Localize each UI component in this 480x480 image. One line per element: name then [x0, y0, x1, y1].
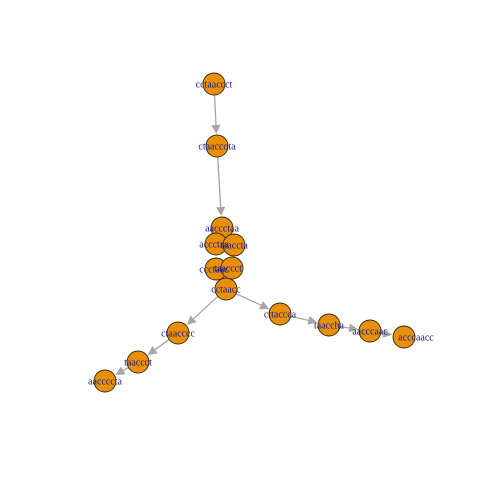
edge-line [235, 293, 262, 306]
node-layer: cctaaccct ctaaccota aaccctaa accctaataaccta… [88, 72, 434, 393]
edge-arrowhead [307, 316, 318, 325]
node-label: aaccctaa [205, 224, 239, 235]
edge-n9-n10 [147, 338, 170, 355]
edge-arrowhead [186, 315, 197, 325]
edge-line [290, 315, 309, 322]
node-n12[interactable] [268, 302, 292, 326]
edge-line [193, 295, 219, 320]
edge-arrowhead [147, 346, 158, 355]
edge-line [154, 338, 170, 351]
node-label: ctaaccota [198, 142, 236, 153]
edge-n8-n9 [186, 295, 219, 325]
node-n1[interactable] [202, 72, 226, 96]
edge-n2-n3 [216, 156, 226, 217]
label-layer: cctaaccct ctaaccota aaccctaa accctaataaccta… [88, 80, 434, 388]
node-label: ctaacccc [161, 329, 195, 340]
node-label: aaccccta [88, 377, 122, 388]
edge-arrowhead [211, 124, 221, 135]
edge-arrowhead [382, 328, 393, 338]
node-n15[interactable] [392, 325, 416, 349]
node-n5[interactable] [222, 233, 246, 257]
node-n7[interactable] [220, 256, 244, 280]
edge-arrowhead [259, 301, 270, 310]
edge-n8-n12 [235, 293, 270, 310]
edge-n1-n2 [211, 94, 221, 135]
edge-n12-n13 [290, 315, 318, 325]
node-n11[interactable] [93, 369, 117, 393]
node-n8[interactable] [214, 277, 238, 301]
node-label: taaccta [220, 241, 248, 252]
node-n9[interactable] [166, 321, 190, 345]
node-n2[interactable] [205, 134, 229, 158]
edge-line [339, 325, 350, 329]
node-label: taaccct [214, 264, 242, 275]
node-n13[interactable] [317, 313, 341, 337]
node-label: accctaa [199, 240, 229, 251]
edge-line [122, 366, 129, 372]
edge-n13-n14 [339, 323, 359, 333]
node-label: cctaacc [211, 285, 241, 296]
node-n10[interactable] [126, 350, 150, 374]
node-label: aacccaac [352, 327, 388, 338]
node-label: ccctaac [199, 265, 229, 276]
node-label: acccaacc [398, 333, 434, 344]
node-n14[interactable] [358, 319, 382, 343]
edge-arrowhead [216, 206, 226, 217]
edge-arrowhead [115, 366, 126, 376]
edge-n10-n11 [115, 366, 129, 376]
node-label: cttaccca [264, 310, 297, 321]
node-label: taaccha [314, 321, 345, 332]
node-label: taaccct [124, 358, 152, 369]
edge-layer [115, 94, 393, 376]
edge-line [217, 156, 222, 208]
edge-line [213, 94, 217, 126]
node-label: cctaaccct [196, 80, 233, 91]
edge-arrowhead [348, 323, 359, 333]
